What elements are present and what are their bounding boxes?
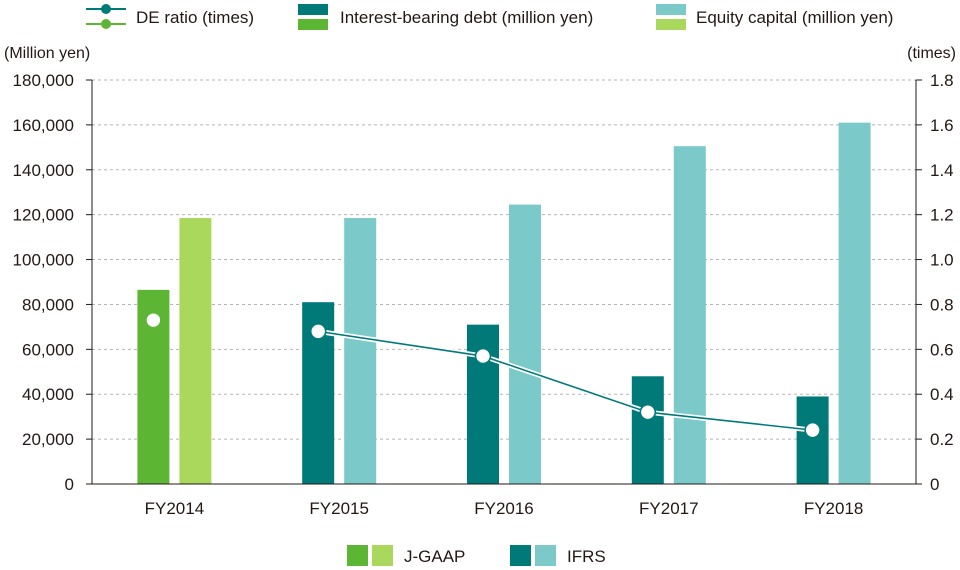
right-tick-label: 0.4 <box>930 385 954 404</box>
bar-equity-capital <box>509 204 541 485</box>
bar-interest-bearing-debt <box>796 396 829 484</box>
legend-debt-label: Interest-bearing debt (million yen) <box>340 8 593 27</box>
right-axis-ticks: 0 0.2 0.4 0.6 0.8 1.0 1.2 1.4 1.6 1.8 <box>916 71 954 494</box>
legend-ifrs-equity-swatch <box>535 545 556 566</box>
legend-jgaap-label: J-GAAP <box>404 547 465 566</box>
bar-equity-capital <box>179 218 212 485</box>
right-tick-label: 0 <box>930 475 939 494</box>
right-tick-label: 0.6 <box>930 340 954 359</box>
legend-bottom: J-GAAP IFRS <box>347 545 606 566</box>
axes <box>91 80 917 485</box>
de-ratio-point <box>474 347 492 365</box>
legend-ifrs-debt-swatch <box>510 545 531 566</box>
legend-top: DE ratio (times) Interest-bearing debt (… <box>86 4 893 30</box>
left-tick-label: 40,000 <box>22 385 74 404</box>
bar-equity-capital <box>673 146 706 484</box>
bar-equity-capital <box>344 218 377 485</box>
legend-ifrs-label: IFRS <box>567 547 606 566</box>
bar-interest-bearing-debt <box>631 376 664 484</box>
de-ratio-line-halo <box>317 328 813 433</box>
right-tick-label: 0.8 <box>930 295 954 314</box>
legend-jgaap-equity-swatch <box>372 545 393 566</box>
left-tick-label: 80,000 <box>22 295 74 314</box>
left-axis-ticks: 0 20,000 40,000 60,000 80,000 100,000 120,000 1… <box>13 71 92 494</box>
x-tick-label: FY2016 <box>474 499 534 518</box>
x-axis-ticks: FY2014 FY2015 FY2016 FY2017 FY2018 <box>145 499 864 518</box>
de-ratio-point <box>309 323 327 340</box>
right-tick-label: 1.6 <box>930 116 954 135</box>
legend-debt-swatch <box>298 4 328 30</box>
right-axis-unit: (times) <box>907 45 956 62</box>
left-tick-label: 160,000 <box>13 116 74 135</box>
legend-equity-swatch <box>656 4 686 30</box>
legend-jgaap-debt-swatch <box>347 545 368 566</box>
right-tick-label: 1.2 <box>930 206 954 225</box>
left-tick-label: 120,000 <box>13 206 74 225</box>
legend-de-ratio-label: DE ratio (times) <box>136 8 254 27</box>
left-tick-label: 100,000 <box>13 251 74 270</box>
right-tick-label: 1.8 <box>930 71 954 90</box>
de-ratio-point <box>145 311 162 329</box>
right-tick-label: 0.2 <box>930 430 954 449</box>
de-ratio-line-path <box>318 330 813 431</box>
legend-equity-label: Equity capital (million yen) <box>696 8 893 27</box>
bars <box>137 122 871 485</box>
left-tick-label: 60,000 <box>22 340 74 359</box>
bar-equity-capital <box>838 122 871 485</box>
left-tick-label: 180,000 <box>13 71 74 90</box>
de-ratio-point <box>804 421 821 439</box>
x-tick-label: FY2014 <box>145 499 205 518</box>
left-tick-label: 140,000 <box>13 161 74 180</box>
legend-de-ratio-swatch <box>86 4 126 29</box>
de-ratio-point <box>639 403 657 421</box>
x-tick-label: FY2017 <box>639 499 699 518</box>
right-tick-label: 1.0 <box>930 251 954 270</box>
left-axis-unit: (Million yen) <box>4 45 90 62</box>
left-tick-label: 0 <box>65 475 74 494</box>
gridlines <box>92 79 916 440</box>
left-tick-label: 20,000 <box>22 430 74 449</box>
right-tick-label: 1.4 <box>930 161 954 180</box>
de-ratio-line <box>145 311 821 439</box>
x-tick-label: FY2015 <box>309 499 369 518</box>
x-tick-label: FY2018 <box>804 499 864 518</box>
